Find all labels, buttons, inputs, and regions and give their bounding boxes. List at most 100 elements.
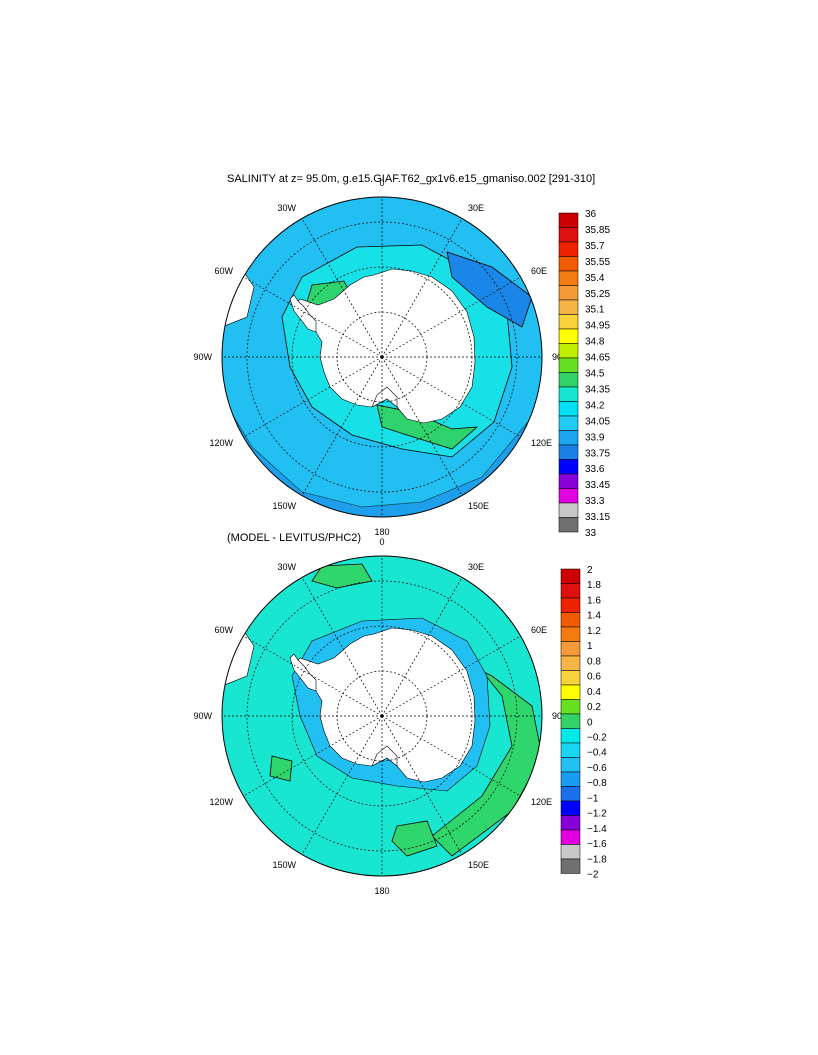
longitude-label: 90W bbox=[193, 711, 212, 721]
colorbar-swatch bbox=[558, 488, 579, 504]
longitude-label: 30W bbox=[277, 203, 296, 213]
meridian-line bbox=[381, 715, 463, 855]
longitude-label: 180 bbox=[374, 527, 389, 537]
longitude-label: 180 bbox=[374, 886, 389, 896]
colorbar-swatch bbox=[558, 285, 579, 301]
panel-title-salinity: SALINITY at z= 95.0m, g.e15.GIAF.T62_gx1… bbox=[227, 173, 596, 185]
longitude-label: 30E bbox=[468, 203, 484, 213]
colorbar-tick-label: −1.4 bbox=[587, 824, 607, 835]
colorbar-tick-label: 35.4 bbox=[585, 273, 605, 284]
longitude-label: 150E bbox=[468, 501, 489, 511]
colorbar: 2 1.8 1.6 1.4 1.2 1 0.8 0.6 0.4 0.2 0 −0.2 −0.4 −0.6 −… bbox=[560, 565, 607, 881]
meridian-line bbox=[381, 356, 521, 438]
colorbar-swatch bbox=[560, 713, 581, 729]
salinity-indian-band bbox=[446, 251, 533, 328]
colorbar-tick-label: 1.2 bbox=[587, 626, 601, 637]
antarctic-peninsula bbox=[289, 653, 317, 692]
longitude-label: 60E bbox=[531, 266, 547, 276]
longitude-label: 90E bbox=[552, 711, 568, 721]
colorbar-swatch bbox=[558, 372, 579, 388]
meridian-line bbox=[381, 276, 521, 358]
colorbar-swatch bbox=[558, 502, 579, 518]
colorbar-swatch bbox=[558, 401, 579, 417]
colorbar-tick-label: 1.4 bbox=[587, 611, 601, 622]
colorbar-swatch bbox=[560, 728, 581, 744]
colorbar-swatch bbox=[558, 415, 579, 431]
longitude-label: 150E bbox=[468, 860, 489, 870]
colorbar-tick-label: 36 bbox=[585, 209, 597, 220]
colorbar-tick-label: 34.2 bbox=[585, 400, 605, 411]
meridian-line bbox=[243, 276, 383, 358]
colorbar-swatch bbox=[560, 742, 581, 758]
longitude-label: 90W bbox=[193, 352, 212, 362]
colorbar-tick-label: −0.6 bbox=[587, 763, 607, 774]
colorbar-swatch bbox=[560, 771, 581, 787]
longitude-label: 120W bbox=[210, 438, 234, 448]
meridian-line bbox=[243, 715, 383, 797]
colorbar-swatch bbox=[560, 626, 581, 642]
colorbar-swatch bbox=[558, 459, 579, 475]
colorbar-tick-label: 33.15 bbox=[585, 512, 610, 523]
longitude-label: 150W bbox=[272, 501, 296, 511]
meridian-line bbox=[381, 577, 463, 717]
colorbar-swatch bbox=[560, 597, 581, 613]
colorbar-swatch bbox=[558, 241, 579, 257]
latitude-circle bbox=[246, 221, 518, 493]
colorbar-swatch bbox=[560, 612, 581, 628]
colorbar-tick-label: 35.85 bbox=[585, 225, 610, 236]
meridian-line bbox=[381, 715, 521, 797]
colorbar-tick-label: 2 bbox=[587, 565, 593, 576]
colorbar-tick-label: 1.8 bbox=[587, 580, 601, 591]
colorbar-swatch bbox=[558, 357, 579, 373]
colorbar-swatch bbox=[558, 227, 579, 243]
colorbar-tick-label: −0.4 bbox=[587, 748, 607, 759]
salinity-low-region bbox=[222, 395, 542, 517]
colorbar-tick-label: −1.6 bbox=[587, 839, 607, 850]
colorbar-tick-label: 33 bbox=[585, 528, 597, 539]
meridian-line bbox=[301, 356, 383, 496]
meridian-line bbox=[301, 715, 383, 855]
colorbar-tick-label: −2 bbox=[587, 870, 599, 881]
colorbar-swatch bbox=[560, 670, 581, 686]
colorbar-swatch bbox=[560, 641, 581, 657]
meridian-line bbox=[381, 635, 521, 717]
colorbar-swatch bbox=[560, 844, 581, 860]
colorbar-tick-label: 0.8 bbox=[587, 656, 601, 667]
colorbar-swatch bbox=[558, 328, 579, 344]
longitude-label: 150W bbox=[272, 860, 296, 870]
difference-positive-patch-west bbox=[269, 755, 293, 782]
colorbar-tick-label: −1.8 bbox=[587, 854, 607, 865]
longitude-label: 30E bbox=[468, 562, 484, 572]
colorbar-tick-label: 33.3 bbox=[585, 496, 605, 507]
colorbar-swatch bbox=[558, 270, 579, 286]
longitude-label: 60E bbox=[531, 625, 547, 635]
longitude-label: 60W bbox=[215, 625, 234, 635]
meridian-line bbox=[243, 356, 383, 438]
meridian-line bbox=[243, 635, 383, 717]
longitude-label: 0 bbox=[379, 537, 384, 547]
colorbar-tick-label: 34.5 bbox=[585, 369, 605, 380]
colorbar-swatch bbox=[558, 343, 579, 359]
longitude-label: 120E bbox=[531, 438, 552, 448]
map-border bbox=[221, 196, 543, 518]
colorbar-tick-label: 34.65 bbox=[585, 353, 610, 364]
ross-ice-shelf bbox=[371, 745, 398, 767]
colorbar-swatch bbox=[558, 299, 579, 315]
panel-title-difference: (MODEL - LEVITUS/PHC2) bbox=[227, 532, 362, 544]
colorbar-tick-label: 33.75 bbox=[585, 448, 610, 459]
colorbar-tick-label: 0.6 bbox=[587, 672, 601, 683]
colorbar-swatch bbox=[560, 757, 581, 773]
colorbar-swatch bbox=[560, 568, 581, 584]
colorbar-tick-label: 33.6 bbox=[585, 464, 605, 475]
meridian-line bbox=[301, 218, 383, 358]
map-border bbox=[221, 555, 543, 877]
colorbar: 36 35.85 35.7 35.55 35.4 35.25 35.1 34.95 34.8 34… bbox=[558, 209, 610, 539]
colorbar-tick-label: −1 bbox=[587, 793, 599, 804]
difference-map: 0 30E 60E 90E 120E 150E 180 150W 120W 90W 60W 30W 2 1… bbox=[193, 537, 607, 896]
colorbar-swatch bbox=[560, 800, 581, 816]
colorbar-swatch bbox=[560, 583, 581, 599]
meridian-line bbox=[381, 356, 463, 496]
salinity-map: 030E60E90E120E150E180150W120W90W60W30W36… bbox=[193, 178, 610, 539]
colorbar-tick-label: 34.35 bbox=[585, 384, 610, 395]
